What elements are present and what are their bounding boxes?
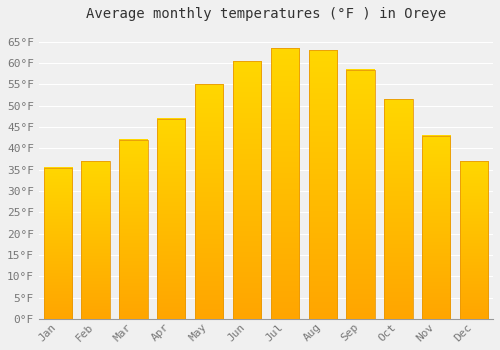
- Bar: [460, 161, 488, 319]
- Title: Average monthly temperatures (°F ) in Oreye: Average monthly temperatures (°F ) in Or…: [86, 7, 446, 21]
- Bar: [119, 140, 148, 319]
- Bar: [195, 84, 224, 319]
- Bar: [422, 135, 450, 319]
- Bar: [270, 48, 299, 319]
- Bar: [233, 61, 261, 319]
- Bar: [346, 70, 375, 319]
- Bar: [44, 168, 72, 319]
- Bar: [384, 99, 412, 319]
- Bar: [157, 119, 186, 319]
- Bar: [308, 50, 337, 319]
- Bar: [82, 161, 110, 319]
